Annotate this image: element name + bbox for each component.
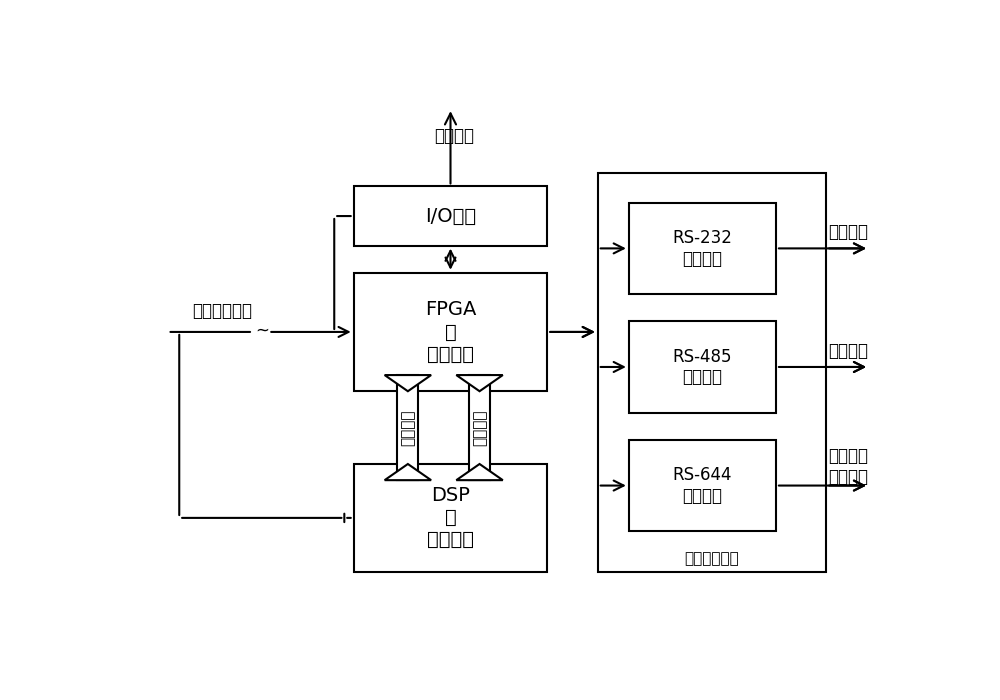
Polygon shape	[385, 464, 431, 480]
Polygon shape	[456, 464, 503, 480]
Text: 无线链路: 无线链路	[828, 342, 868, 360]
Text: RS-644
接口电路: RS-644 接口电路	[673, 466, 732, 505]
Bar	[354, 186, 547, 246]
Bar	[629, 321, 776, 413]
Text: FPGA
及
外围电路: FPGA 及 外围电路	[425, 300, 476, 363]
Text: ~: ~	[255, 321, 269, 340]
Bar	[354, 464, 547, 572]
Text: 数据总线: 数据总线	[400, 410, 415, 446]
Bar	[397, 375, 418, 480]
Text: RS-232
接口电路: RS-232 接口电路	[672, 229, 732, 268]
Text: 地址总线: 地址总线	[472, 410, 487, 446]
Text: DSP
及
外围电路: DSP 及 外围电路	[427, 486, 474, 550]
Text: RS-485
接口电路: RS-485 接口电路	[673, 348, 732, 386]
Bar	[354, 272, 547, 391]
Text: I/O电路: I/O电路	[425, 206, 476, 225]
Text: 通信接口电路: 通信接口电路	[685, 551, 739, 566]
Polygon shape	[385, 375, 431, 391]
Polygon shape	[456, 375, 503, 391]
Bar	[629, 440, 776, 531]
Bar	[629, 202, 776, 294]
Text: 辅助数据: 辅助数据	[828, 223, 868, 242]
Bar	[598, 173, 826, 572]
Bar	[469, 375, 490, 480]
Text: 控制信号: 控制信号	[434, 127, 474, 145]
Text: 成像电路
存储电路: 成像电路 存储电路	[828, 447, 868, 486]
Text: 二次电源输入: 二次电源输入	[192, 302, 252, 320]
